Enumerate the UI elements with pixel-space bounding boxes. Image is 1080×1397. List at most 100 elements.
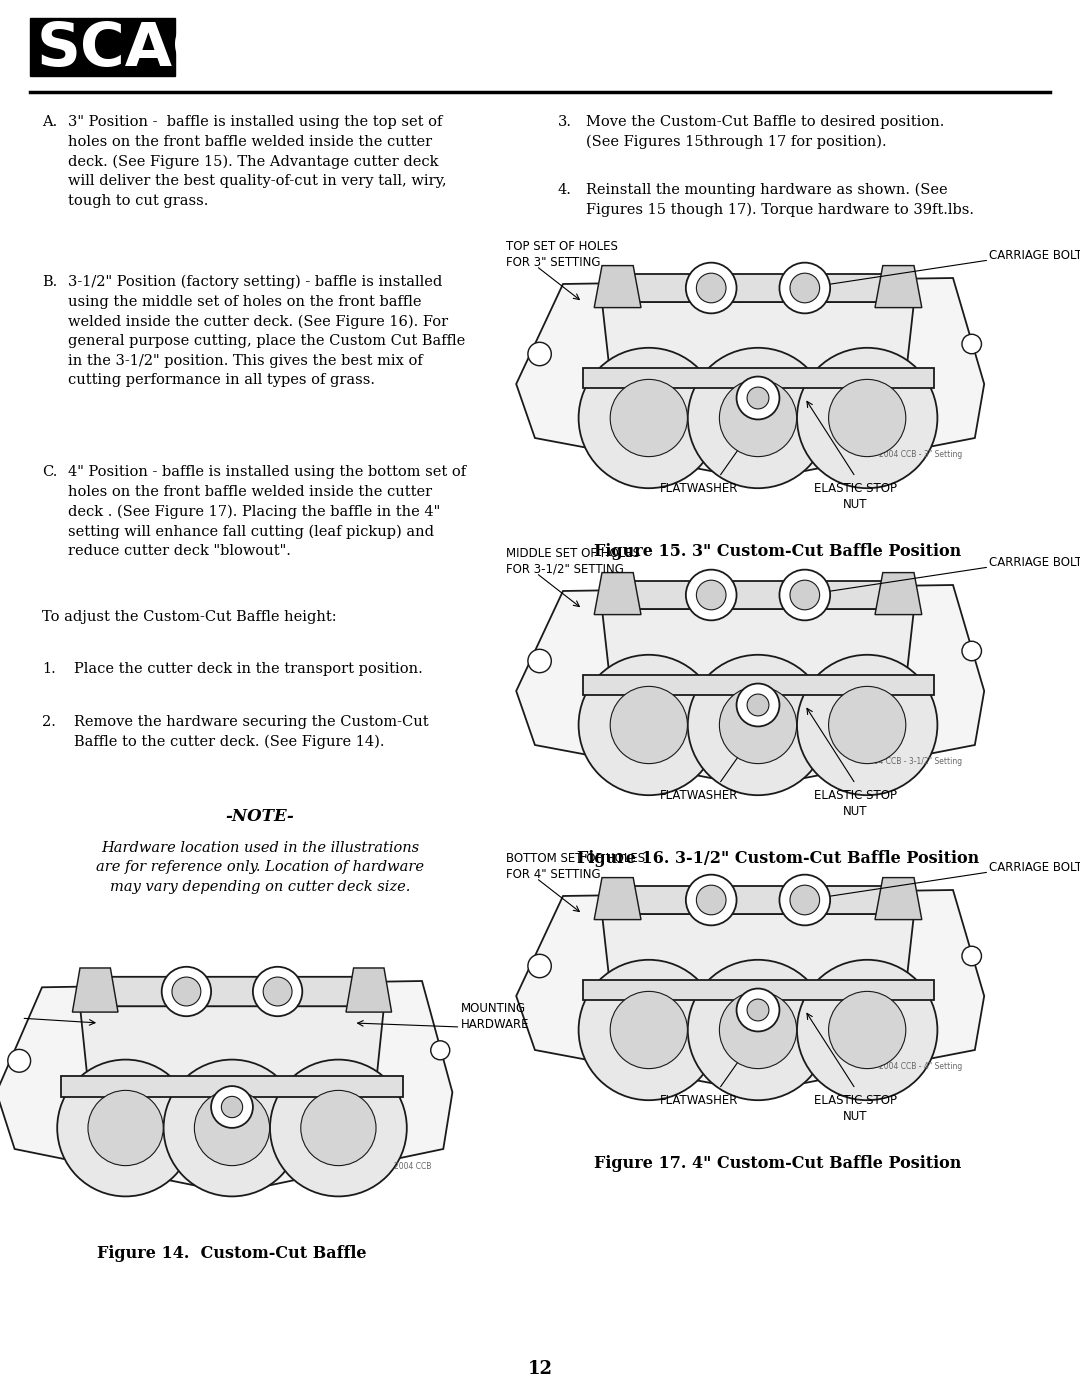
Circle shape [697,580,726,610]
Circle shape [828,686,906,764]
Circle shape [688,348,828,488]
Circle shape [797,348,937,488]
Circle shape [579,655,719,795]
Polygon shape [582,675,933,694]
Circle shape [719,686,797,764]
Circle shape [789,580,820,610]
Circle shape [962,641,982,661]
Text: Move the Custom-Cut Baffle to desired position.
(See Figures 15through 17 for po: Move the Custom-Cut Baffle to desired po… [586,115,944,149]
Circle shape [163,1059,300,1196]
Polygon shape [875,573,922,615]
Circle shape [737,989,780,1031]
Circle shape [789,274,820,303]
Polygon shape [610,274,906,302]
Circle shape [688,655,828,795]
Text: ELASTIC STOP
NUT: ELASTIC STOP NUT [814,1094,897,1123]
Text: Reinstall the mounting hardware as shown. (See
Figures 15 though 17). Torque har: Reinstall the mounting hardware as shown… [586,183,974,218]
Polygon shape [875,877,922,919]
Text: 3" Position -  baffle is installed using the top set of
holes on the front baffl: 3" Position - baffle is installed using … [68,115,447,208]
Text: A.: A. [42,115,57,129]
Circle shape [789,886,820,915]
Polygon shape [602,302,914,372]
Polygon shape [594,877,642,919]
Text: Hardware location used in the illustrations
are for reference only. Location of : Hardware location used in the illustrati… [96,841,424,894]
Polygon shape [602,609,914,679]
Circle shape [270,1059,407,1196]
Text: Figure 15. 3" Custom-Cut Baffle Position: Figure 15. 3" Custom-Cut Baffle Position [594,543,961,560]
Circle shape [780,570,831,620]
Circle shape [194,1091,270,1165]
Text: FLATWASHER: FLATWASHER [660,1094,739,1106]
Text: CARRIAGE BOLT: CARRIAGE BOLT [989,861,1080,875]
Text: 3.: 3. [558,115,572,129]
Text: To adjust the Custom-Cut Baffle height:: To adjust the Custom-Cut Baffle height: [42,610,337,624]
Circle shape [697,886,726,915]
Polygon shape [72,968,118,1011]
Text: 12: 12 [527,1361,553,1377]
Text: MOUNTING
HARDWARE: MOUNTING HARDWARE [460,1002,529,1031]
Circle shape [719,992,797,1069]
Text: BOTTOM SET OF HOLES
FOR 4" SETTING: BOTTOM SET OF HOLES FOR 4" SETTING [507,852,646,882]
Text: MIDDLE SET OF HOLES
FOR 3-1/2" SETTING: MIDDLE SET OF HOLES FOR 3-1/2" SETTING [507,548,640,576]
Text: Figure 16. 3-1/2" Custom-Cut Baffle Position: Figure 16. 3-1/2" Custom-Cut Baffle Posi… [577,849,980,868]
Text: Figure 17. 4" Custom-Cut Baffle Position: Figure 17. 4" Custom-Cut Baffle Position [594,1155,961,1172]
Text: 2.: 2. [42,715,56,729]
Text: B.: B. [42,275,57,289]
Circle shape [87,1091,163,1165]
Circle shape [172,977,201,1006]
Circle shape [211,1085,253,1127]
Circle shape [828,380,906,457]
Polygon shape [60,1076,403,1097]
Polygon shape [582,367,933,388]
Polygon shape [610,581,906,609]
Text: 4" Position - baffle is installed using the bottom set of
holes on the front baf: 4" Position - baffle is installed using … [68,465,467,559]
Circle shape [610,992,687,1069]
Text: Place the cutter deck in the transport position.: Place the cutter deck in the transport p… [75,662,422,676]
Circle shape [828,992,906,1069]
Polygon shape [582,981,933,1000]
Circle shape [962,946,982,965]
Polygon shape [516,890,984,1085]
Circle shape [579,348,719,488]
Circle shape [797,960,937,1101]
Circle shape [686,875,737,925]
Circle shape [688,960,828,1101]
Circle shape [780,875,831,925]
Circle shape [528,650,551,673]
Text: CARRIAGE BOLT: CARRIAGE BOLT [989,249,1080,263]
Polygon shape [87,977,377,1006]
Circle shape [686,570,737,620]
Text: FLATWASHER: FLATWASHER [660,789,739,802]
Text: C.: C. [42,465,57,479]
Circle shape [431,1041,449,1060]
Circle shape [747,999,769,1021]
Circle shape [747,694,769,715]
Text: Remove the hardware securing the Custom-Cut
Baffle to the cutter deck. (See Figu: Remove the hardware securing the Custom-… [75,715,429,749]
Text: Figure 14.  Custom-Cut Baffle: Figure 14. Custom-Cut Baffle [97,1245,367,1261]
Text: CARRIAGE BOLT: CARRIAGE BOLT [989,556,1080,569]
Text: 2004 CCB: 2004 CCB [394,1161,431,1171]
Circle shape [747,387,769,409]
Text: 1.: 1. [42,662,56,676]
Polygon shape [610,886,906,914]
Text: ELASTIC STOP
NUT: ELASTIC STOP NUT [814,482,897,511]
Polygon shape [516,585,984,781]
Circle shape [264,977,292,1006]
Circle shape [221,1097,243,1118]
Polygon shape [594,573,642,615]
Circle shape [579,960,719,1101]
Polygon shape [875,265,922,307]
Text: TOP SET OF HOLES
FOR 3" SETTING: TOP SET OF HOLES FOR 3" SETTING [507,240,618,270]
FancyBboxPatch shape [30,18,175,75]
Circle shape [57,1059,194,1196]
Polygon shape [0,981,453,1187]
Text: ELASTIC STOP
NUT: ELASTIC STOP NUT [814,789,897,819]
Polygon shape [346,968,392,1011]
Text: 4.: 4. [558,183,572,197]
Circle shape [610,686,687,764]
Circle shape [253,967,302,1016]
Polygon shape [516,278,984,474]
Polygon shape [602,914,914,983]
Circle shape [162,967,211,1016]
Text: -NOTE-: -NOTE- [226,807,295,826]
